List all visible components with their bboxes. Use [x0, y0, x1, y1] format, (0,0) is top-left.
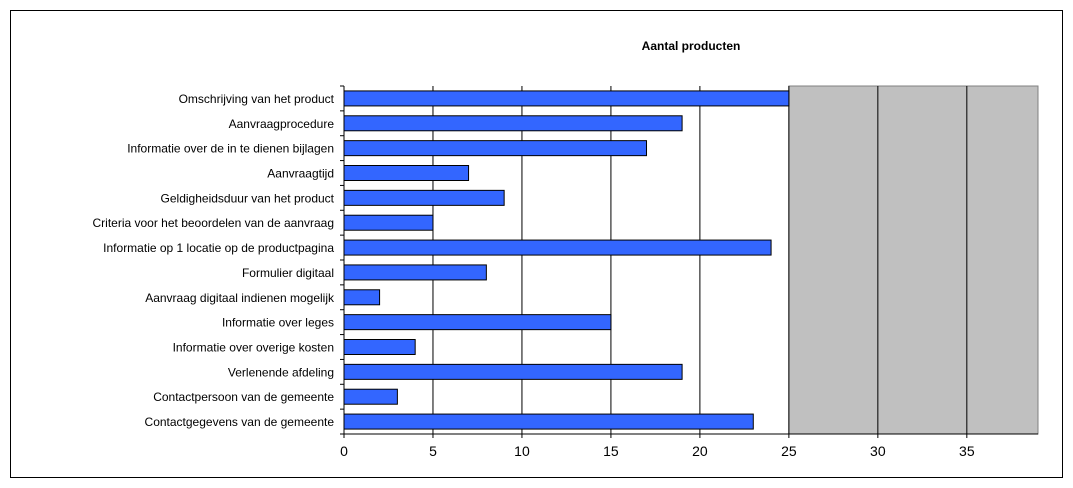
bar-8 [343, 264, 487, 281]
bar-9 [343, 289, 381, 306]
bar-10 [343, 314, 612, 331]
plot-area-white [344, 86, 789, 434]
bar-14 [343, 413, 754, 430]
category-label-1: Omschrijving van het product [179, 92, 335, 106]
bar-7 [343, 239, 772, 256]
x-tick-label-0: 0 [340, 443, 348, 459]
category-label-3: Informatie over de in te dienen bijlagen [127, 142, 334, 156]
bar-5 [343, 189, 505, 206]
x-tick-label-5: 5 [429, 443, 437, 459]
category-label-11: Informatie over overige kosten [173, 341, 334, 355]
category-label-14: Contactgegevens van de gemeente [145, 415, 335, 429]
category-label-8: Formulier digitaal [242, 266, 334, 280]
x-tick-label-10: 10 [514, 443, 530, 459]
category-label-7: Informatie op 1 locatie op de productpag… [103, 241, 334, 255]
category-label-6: Criteria voor het beoordelen van de aanv… [93, 216, 335, 230]
bar-1 [343, 90, 790, 107]
chart-title: Aantal producten [641, 39, 741, 53]
bar-2 [343, 115, 683, 132]
bar-13 [343, 388, 398, 405]
x-tick-label-15: 15 [603, 443, 619, 459]
category-label-5: Geldigheidsduur van het product [161, 191, 335, 205]
category-label-10: Informatie over leges [222, 316, 334, 330]
category-label-13: Contactpersoon van de gemeente [153, 390, 334, 404]
x-tick-label-35: 35 [959, 443, 975, 459]
x-tick-label-25: 25 [781, 443, 797, 459]
category-label-4: Aanvraagtijd [267, 167, 334, 181]
bar-3 [343, 140, 648, 157]
bar-4 [343, 165, 470, 181]
plot-area-gray [788, 85, 1039, 435]
x-tick-label-30: 30 [870, 443, 886, 459]
category-label-12: Verlenende afdeling [228, 365, 334, 379]
bar-12 [343, 363, 683, 380]
bar-6 [343, 214, 434, 231]
x-tick-label-20: 20 [692, 443, 708, 459]
category-label-2: Aanvraagprocedure [229, 117, 335, 131]
category-label-9: Aanvraag digitaal indienen mogelijk [145, 291, 335, 305]
bar-11 [343, 339, 416, 355]
